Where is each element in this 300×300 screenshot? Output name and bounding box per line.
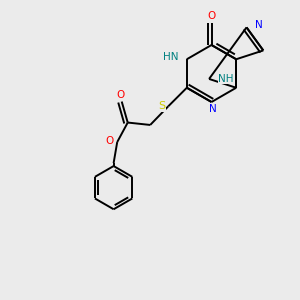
Text: HN: HN [163, 52, 178, 62]
Text: O: O [105, 136, 113, 146]
Text: S: S [158, 101, 165, 111]
Text: N: N [255, 20, 263, 30]
Text: NH: NH [218, 74, 234, 84]
Text: O: O [207, 11, 216, 21]
Text: N: N [209, 104, 217, 115]
Text: O: O [116, 90, 124, 100]
